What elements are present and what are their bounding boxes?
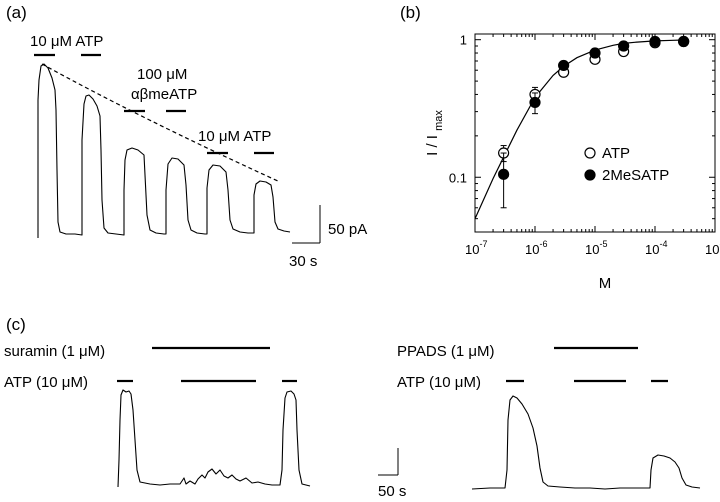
rundown-dashed-line	[41, 63, 281, 183]
label-ppads: PPADS (1 μM)	[397, 343, 495, 360]
data-point-2mesatp	[678, 35, 690, 48]
panel-c: (c) suramin (1 μM) ATP (10 μM) 50 s PPAD…	[4, 315, 701, 500]
x-tick-label: 10-5	[585, 239, 607, 257]
label-100um: 100 μM	[137, 66, 187, 83]
panel-a: (a) 10 μM ATP 100 μM αβmeATP 10 μM ATP 5…	[6, 3, 367, 270]
legend-label: ATP	[602, 145, 630, 162]
scale-label-pa: 50 pA	[328, 221, 367, 238]
x-tick-label: 10-4	[645, 239, 667, 257]
scale-label-30s: 30 s	[289, 253, 317, 270]
data-point-2mesatp	[558, 59, 570, 72]
x-tick-label: 10-3	[705, 239, 720, 257]
legend-marker	[584, 147, 596, 159]
y-axis-label: I / I max	[424, 110, 445, 156]
y-tick-label: 1	[460, 33, 467, 48]
label-atp-right: ATP (10 μM)	[397, 374, 481, 391]
data-point-2mesatp	[529, 96, 541, 109]
label-atp-left: ATP (10 μM)	[4, 374, 88, 391]
label-suramin: suramin (1 μM)	[4, 343, 105, 360]
label-atp-second: 10 μM ATP	[198, 128, 271, 145]
x-axis-label: M	[599, 275, 612, 292]
scale-label-50s: 50 s	[378, 483, 406, 500]
dose-response-chart: 10-7 10-6 10-5 10-4 10-3 0.1 1 M I / I max ATP 2Me…	[424, 33, 720, 292]
legend-marker	[584, 169, 596, 181]
x-tick-label: 10-7	[465, 239, 487, 257]
x-tick-label: 10-6	[525, 239, 547, 257]
data-point-2mesatp	[498, 168, 510, 180]
panel-b: (b) 10-7 10-6 10-5 10-4 10-3 0.1 1 M I / I max AT…	[400, 3, 720, 292]
label-abmeatp: αβmeATP	[131, 86, 197, 103]
label-atp-first: 10 μM ATP	[30, 33, 103, 50]
data-point-2mesatp	[649, 35, 661, 48]
fit-curve	[474, 39, 684, 219]
data-point-2mesatp	[618, 40, 630, 52]
trace-ppads	[471, 395, 701, 490]
trace-panel-a	[37, 63, 291, 238]
panel-a-label: (a)	[6, 3, 27, 22]
legend-label: 2MeSATP	[602, 167, 669, 184]
data-point-2mesatp	[589, 47, 601, 59]
panel-c-label: (c)	[6, 315, 26, 334]
y-tick-label: 0.1	[449, 170, 467, 185]
panel-b-label: (b)	[400, 3, 421, 22]
trace-suramin	[117, 389, 311, 488]
